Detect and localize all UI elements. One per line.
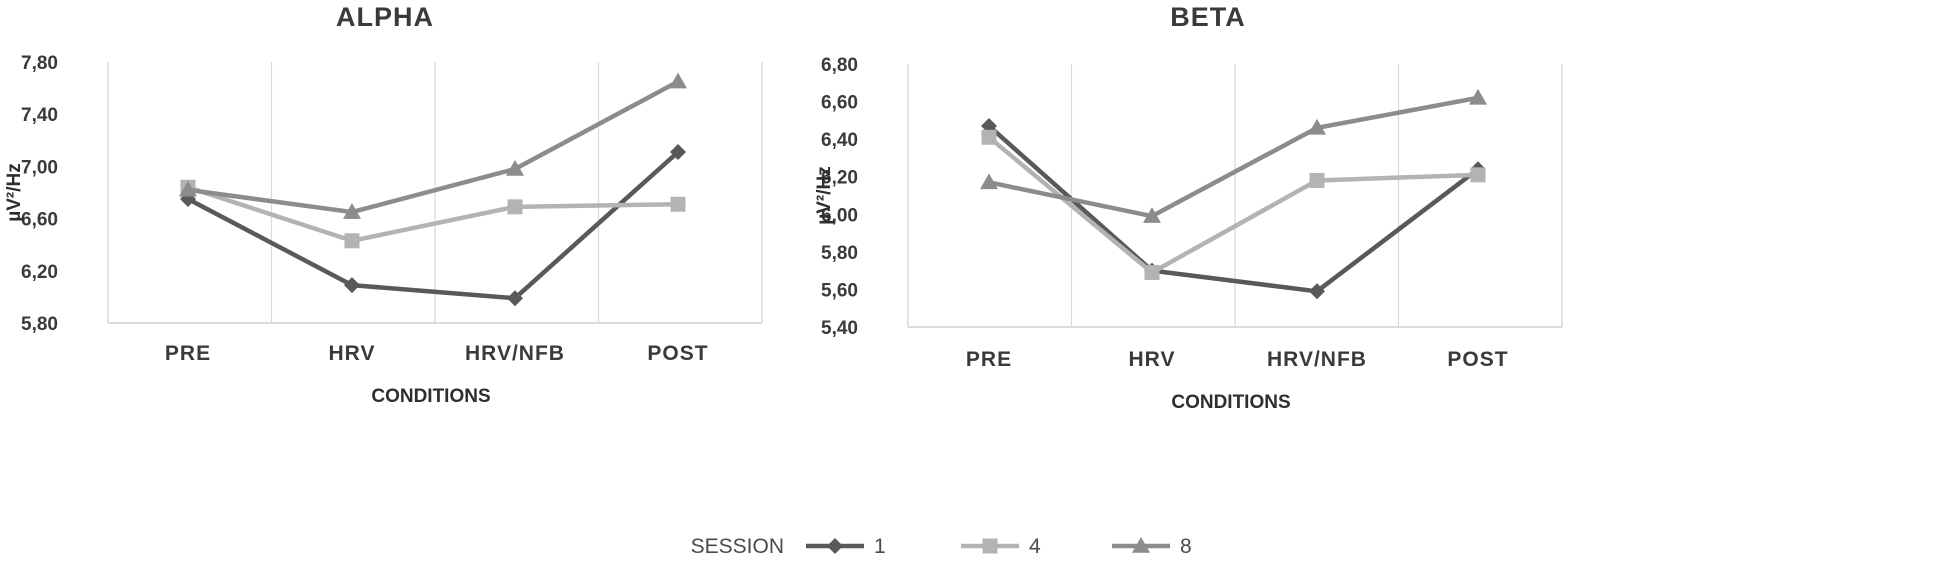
alpha-x-tick-label: HRV [329, 342, 376, 365]
alpha-y-tick-label: 5,80 [21, 314, 58, 335]
beta-x-tick-label: HRV [1129, 348, 1176, 371]
alpha-y-tick-label: 6,20 [21, 262, 58, 283]
alpha-series-1-line [186, 150, 680, 301]
alpha-series-8-point [669, 72, 687, 89]
beta-x-tick-label: HRV/NFB [1267, 348, 1367, 371]
legend-label-4: 4 [1029, 535, 1041, 558]
alpha-series-1-point [344, 277, 360, 294]
beta-series-8-point [1308, 118, 1326, 135]
beta-y-tick-label: 5,80 [821, 243, 858, 264]
alpha-y-tick-label: 7,40 [21, 105, 58, 126]
alpha-chart: ALPHA 5,80 6,20 6,60 7,00 7,40 7,80 µV²/Hz PRE HR… [4, 2, 763, 407]
alpha-series-1-point [507, 290, 523, 307]
alpha-y-tick-label: 7,00 [21, 157, 58, 178]
beta-series-4-point [1470, 167, 1486, 183]
legend: SESSION 1 4 8 [691, 535, 1192, 558]
legend-marker-1 [827, 538, 843, 554]
alpha-series-8-point [343, 203, 361, 219]
beta-y-tick-label: 6,20 [821, 168, 858, 189]
legend-marker-8 [1132, 537, 1150, 553]
beta-y-tick-label: 6,00 [821, 205, 858, 226]
alpha-series-4-point [670, 196, 686, 212]
alpha-series-4-line [187, 185, 679, 244]
alpha-y-tick-label: 7,80 [21, 53, 58, 74]
beta-x-axis-label: CONDITIONS [1171, 392, 1290, 413]
legend-label-8: 8 [1180, 535, 1192, 558]
alpha-series-4-point [344, 233, 360, 249]
legend-label-1: 1 [874, 535, 886, 558]
beta-y-tick-label: 6,40 [821, 130, 858, 151]
alpha-x-axis-label: CONDITIONS [371, 386, 490, 407]
legend-title: SESSION [691, 535, 784, 558]
beta-y-tick-label: 6,80 [821, 55, 858, 76]
beta-series-8-point [980, 173, 998, 190]
alpha-x-tick-label: POST [647, 342, 708, 365]
beta-series-8-point [1469, 88, 1487, 105]
beta-y-tick-label: 5,60 [821, 280, 858, 301]
beta-y-tick-label: 6,60 [821, 93, 858, 114]
beta-series-1-line [987, 124, 1480, 294]
beta-series-4-line [987, 135, 1479, 275]
beta-series-4-point [1144, 265, 1160, 281]
beta-series-4-point [981, 129, 997, 145]
beta-y-axis-label: µV²/Hz [814, 166, 835, 224]
beta-series-8-point [1143, 207, 1161, 223]
beta-x-tick-label: PRE [966, 348, 1012, 371]
beta-chart-title: BETA [1170, 2, 1246, 32]
alpha-x-tick-label: HRV/NFB [465, 342, 565, 365]
beta-series-1-point [1309, 283, 1325, 300]
alpha-x-tick-label: PRE [165, 342, 211, 365]
alpha-series-8-point [506, 160, 524, 176]
beta-series-4-point [1309, 172, 1325, 188]
alpha-series-8-point [179, 180, 197, 197]
beta-chart: BETA 5,40 5,60 5,80 6,00 6,20 6,40 6,60 6,80 µV²/… [814, 2, 1563, 413]
beta-y-tick-label: 5,40 [821, 318, 858, 339]
legend-marker-4 [982, 538, 998, 554]
alpha-series-4-point [507, 199, 523, 215]
alpha-series-1-point [670, 144, 686, 161]
beta-x-tick-label: POST [1447, 348, 1508, 371]
alpha-y-axis-label: µV²/Hz [4, 163, 25, 221]
alpha-series-8-line [187, 79, 680, 215]
alpha-chart-title: ALPHA [336, 2, 434, 32]
alpha-y-tick-label: 6,60 [21, 210, 58, 231]
beta-series-8-line [988, 95, 1479, 219]
